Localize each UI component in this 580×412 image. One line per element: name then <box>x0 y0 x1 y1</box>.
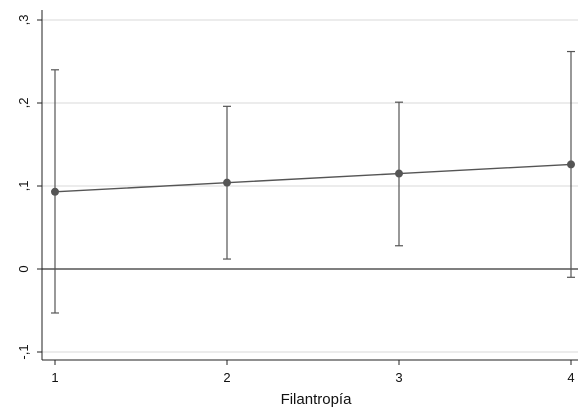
y-axis: -,1 0 ,1 ,2 ,3 <box>16 10 43 360</box>
data-point <box>567 160 575 169</box>
data-point <box>223 178 231 187</box>
x-tick-label: 4 <box>567 370 574 385</box>
y-tick-label: ,3 <box>16 15 31 26</box>
confidence-intervals <box>51 50 575 314</box>
data-points <box>51 160 575 196</box>
x-tick-label: 2 <box>223 370 230 385</box>
x-axis: 1 2 3 4 <box>42 359 578 385</box>
data-point <box>395 169 403 178</box>
y-tick-label: ,1 <box>16 181 31 192</box>
y-tick-label: 0 <box>16 265 31 272</box>
series-line <box>54 163 572 193</box>
x-tick-label: 1 <box>51 370 58 385</box>
x-ticks: 1 2 3 4 <box>51 360 575 385</box>
x-axis-title: Filantropía <box>281 391 353 408</box>
gridlines <box>42 19 578 353</box>
y-ticks: -,1 0 ,1 ,2 ,3 <box>16 15 42 360</box>
x-tick-label: 3 <box>395 370 402 385</box>
y-tick-label: -,1 <box>16 344 31 359</box>
y-tick-label: ,2 <box>16 98 31 109</box>
data-point <box>51 187 59 196</box>
